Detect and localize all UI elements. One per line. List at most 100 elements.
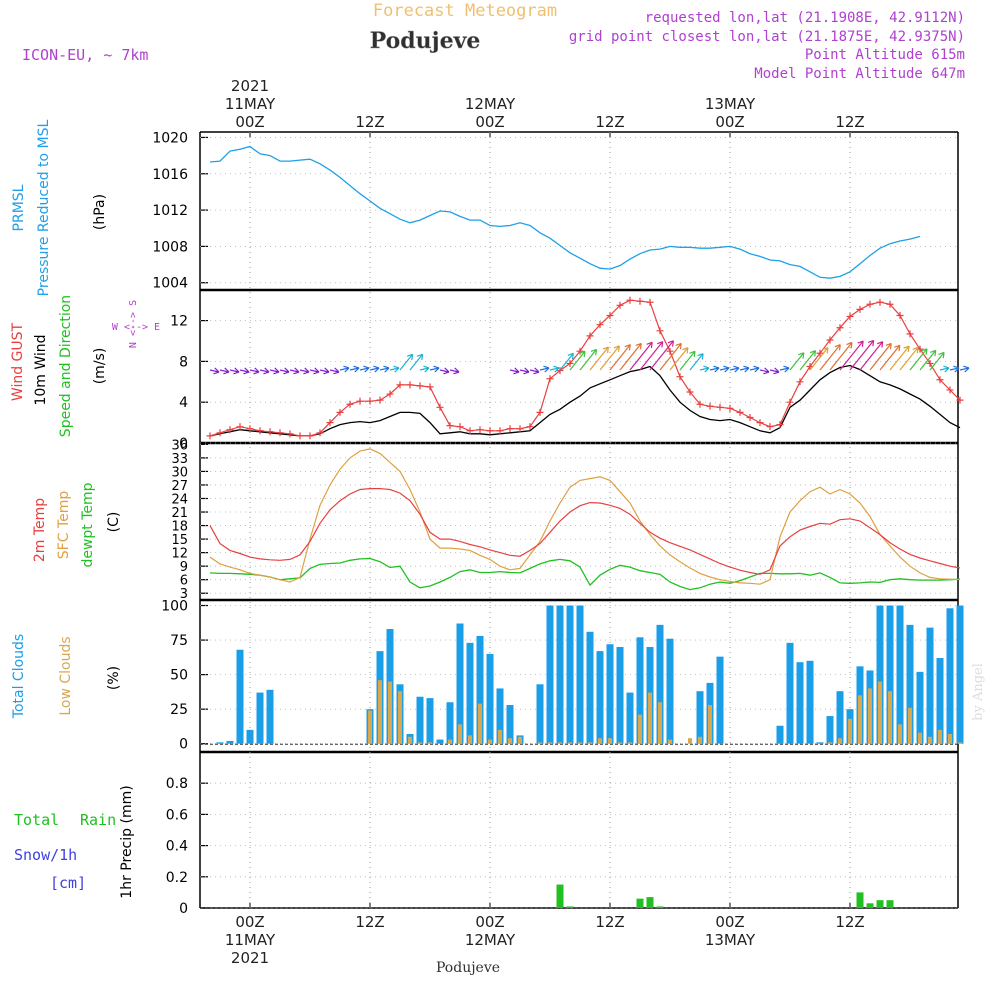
low-clouds-bar <box>918 732 922 744</box>
gust-point-marker <box>346 400 354 408</box>
wind-arrow <box>629 341 653 371</box>
wind-arrow-head <box>253 367 260 375</box>
wind-arrow-head <box>877 341 884 348</box>
wind-arrow <box>309 369 320 373</box>
credit-text: by Angel <box>971 663 986 721</box>
low-clouds-bar <box>488 739 492 744</box>
wind-arrow <box>339 367 350 371</box>
wind-arrow-head <box>763 367 770 375</box>
wind-arrow-head <box>697 353 704 360</box>
total-clouds-bar <box>666 638 674 744</box>
total-clouds-bar <box>836 691 844 744</box>
y-tick-label: 27 <box>171 479 188 494</box>
time-label-bottom: 11MAY <box>225 931 276 949</box>
gust-point-marker <box>846 313 854 321</box>
wind-arrow <box>619 343 642 371</box>
wind-arrow <box>229 369 240 373</box>
pressure-line <box>209 145 921 279</box>
total-clouds-bar <box>446 702 454 744</box>
wind-arrow-head <box>567 352 574 360</box>
wind-arrow-head <box>723 365 730 373</box>
wind-arrow <box>349 367 360 371</box>
grid-point-coords: grid point closest lon,lat (21.1875E, 42… <box>569 29 965 45</box>
gust-point-marker <box>756 419 764 427</box>
low-clouds-bar <box>568 742 572 744</box>
gust-point-marker <box>526 423 534 431</box>
wind-arrow-head <box>753 365 760 373</box>
wind-arrow <box>849 340 875 371</box>
wind-arrow <box>569 350 586 371</box>
total-clouds-bar <box>556 605 564 744</box>
wind-arrow-head <box>443 367 450 375</box>
low-clouds-bar <box>378 680 382 744</box>
clouds-series <box>200 605 964 745</box>
wind-arrow <box>289 369 300 373</box>
wind-arrow <box>599 345 620 371</box>
wind-arrow-head <box>243 367 250 375</box>
y-tick-label: 18 <box>171 520 188 535</box>
total-clouds-bar <box>716 656 724 744</box>
wind-arrow <box>959 367 970 371</box>
precip-unit: 1hr Precip (mm) <box>119 785 135 898</box>
low-clouds-bar <box>628 742 632 744</box>
gust-point-marker <box>696 400 704 408</box>
wind-arrow <box>239 369 250 373</box>
time-label-bottom: 2021 <box>231 949 269 967</box>
total-clouds-bar <box>606 644 614 744</box>
wind-arrow <box>769 369 780 373</box>
wind-arrow <box>439 369 450 373</box>
wind-arrow <box>669 347 689 371</box>
time-label-top: 12Z <box>355 113 384 131</box>
pressure-panel: 1004 1008 1012 1016 1020 PRMSL Pressure Redu… <box>11 119 958 296</box>
wind-arrow-head <box>523 367 530 375</box>
wind-arrow-head <box>453 367 460 375</box>
rain-bar <box>866 903 874 908</box>
wind-arrow-head <box>809 350 817 357</box>
low-clouds-bar <box>418 742 422 744</box>
y-tick-label: 12 <box>170 314 188 330</box>
gust-point-marker <box>466 427 474 435</box>
precip-total-label: Total <box>14 811 59 829</box>
precip-rain-label: Rain <box>80 811 116 829</box>
gust-point-marker <box>236 423 244 431</box>
compass-ns-label: N <--> S <box>128 300 139 348</box>
total-clouds-bar <box>436 739 444 744</box>
gust-point-marker <box>876 298 884 306</box>
time-label-top: 00Z <box>475 113 504 131</box>
wind-arrow <box>919 349 937 371</box>
gust-point-marker <box>766 423 774 431</box>
total-clouds-bar <box>476 635 484 744</box>
low-clouds-bar <box>538 742 542 744</box>
gust-point-marker <box>896 312 904 319</box>
wind-arrow-head <box>353 365 360 373</box>
wind-arrow-head <box>543 365 550 373</box>
time-label-top: 11MAY <box>225 95 276 113</box>
wind-arrow <box>759 369 770 373</box>
wind-arrow <box>379 367 390 371</box>
wind-arrow <box>749 367 760 371</box>
y-tick-label: 36 <box>171 438 188 453</box>
wind-arrow <box>319 369 330 373</box>
wind-arrow-head <box>553 365 560 373</box>
low-clouds-bar <box>828 742 832 744</box>
total-clouds-bar <box>616 646 624 744</box>
clouds-y-axis: 0 25 50 75 100 <box>161 599 958 753</box>
time-label-bottom: 12Z <box>835 913 864 931</box>
temp-2m-label: 2m Temp <box>32 498 48 562</box>
low-clouds-bar <box>658 702 662 744</box>
low-clouds-bar <box>578 742 582 744</box>
chart-title-top: Forecast Meteogram <box>373 1 557 21</box>
wind-arrow-head <box>333 367 340 375</box>
gust-point-marker <box>706 402 714 410</box>
wind-arrow-head <box>579 350 586 358</box>
total-clouds-bar <box>266 689 274 744</box>
total-clouds-bar <box>796 662 804 744</box>
total-clouds-bar <box>596 651 604 744</box>
rain-bar <box>556 884 564 908</box>
y-tick-label: 0.6 <box>166 807 188 823</box>
wind-arrow-head <box>885 342 892 350</box>
wind-arrow <box>649 340 674 371</box>
wind-arrow-head <box>646 341 653 349</box>
gust-point-marker <box>366 397 374 405</box>
